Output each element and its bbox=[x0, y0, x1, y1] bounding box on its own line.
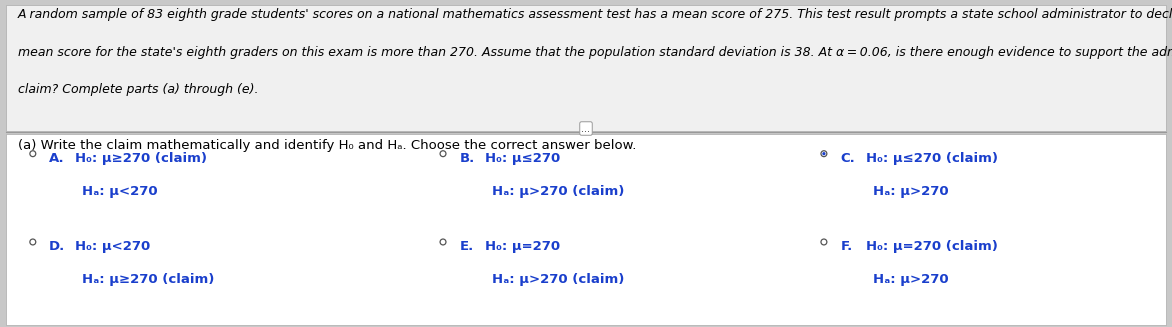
Ellipse shape bbox=[440, 239, 447, 245]
Text: H₀: μ≤270: H₀: μ≤270 bbox=[485, 152, 560, 165]
Ellipse shape bbox=[820, 151, 827, 157]
Text: A.: A. bbox=[49, 152, 64, 165]
Text: ...: ... bbox=[581, 124, 591, 133]
Ellipse shape bbox=[823, 152, 825, 155]
Ellipse shape bbox=[820, 239, 827, 245]
Text: F.: F. bbox=[840, 240, 852, 253]
Text: H₀: μ=270: H₀: μ=270 bbox=[485, 240, 560, 253]
Text: H₀: μ<270: H₀: μ<270 bbox=[75, 240, 150, 253]
Text: Hₐ: μ<270: Hₐ: μ<270 bbox=[82, 185, 158, 198]
Text: H₀: μ=270 (claim): H₀: μ=270 (claim) bbox=[866, 240, 999, 253]
Text: B.: B. bbox=[459, 152, 475, 165]
Text: Hₐ: μ>270 (claim): Hₐ: μ>270 (claim) bbox=[492, 185, 625, 198]
Text: C.: C. bbox=[840, 152, 856, 165]
Text: mean score for the state's eighth graders on this exam is more than 270. Assume : mean score for the state's eighth grader… bbox=[18, 46, 1172, 59]
Ellipse shape bbox=[29, 151, 36, 157]
Text: (a) Write the claim mathematically and identify H₀ and Hₐ. Choose the correct an: (a) Write the claim mathematically and i… bbox=[18, 139, 636, 152]
Ellipse shape bbox=[29, 239, 36, 245]
Text: A random sample of 83 eighth grade students' scores on a national mathematics as: A random sample of 83 eighth grade stude… bbox=[18, 8, 1172, 21]
Text: Hₐ: μ>270 (claim): Hₐ: μ>270 (claim) bbox=[492, 273, 625, 286]
Ellipse shape bbox=[440, 151, 447, 157]
FancyBboxPatch shape bbox=[6, 134, 1166, 325]
Text: Hₐ: μ≥270 (claim): Hₐ: μ≥270 (claim) bbox=[82, 273, 214, 286]
Text: E.: E. bbox=[459, 240, 473, 253]
FancyBboxPatch shape bbox=[6, 5, 1166, 131]
Text: H₀: μ≥270 (claim): H₀: μ≥270 (claim) bbox=[75, 152, 207, 165]
Text: Hₐ: μ>270: Hₐ: μ>270 bbox=[873, 185, 949, 198]
Text: D.: D. bbox=[49, 240, 66, 253]
Text: Hₐ: μ>270: Hₐ: μ>270 bbox=[873, 273, 949, 286]
Text: H₀: μ≤270 (claim): H₀: μ≤270 (claim) bbox=[866, 152, 999, 165]
Text: claim? Complete parts (a) through (e).: claim? Complete parts (a) through (e). bbox=[18, 83, 258, 96]
